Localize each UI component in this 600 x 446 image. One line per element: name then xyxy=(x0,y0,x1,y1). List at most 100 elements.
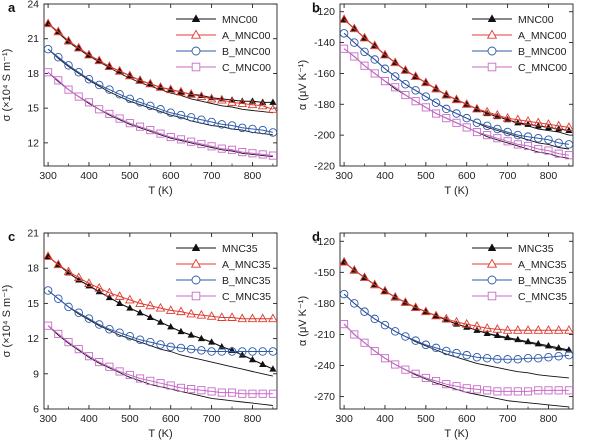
x-tick-label: 500 xyxy=(121,413,139,425)
x-tick-label: 800 xyxy=(540,413,558,425)
legend-label: A_MNC00 xyxy=(518,30,567,42)
data-point xyxy=(125,119,134,128)
data-point xyxy=(441,313,452,323)
panel-label: b xyxy=(312,0,320,15)
data-point xyxy=(187,331,195,338)
legend-label: MNC00 xyxy=(518,14,554,26)
data-point xyxy=(84,49,94,59)
data-point xyxy=(237,98,248,107)
panel-label: c xyxy=(8,229,15,244)
data-point xyxy=(135,75,145,84)
panel-label: a xyxy=(8,0,16,15)
x-tick-label: 800 xyxy=(540,170,558,182)
data-point xyxy=(167,323,175,330)
y-tick-label: -120 xyxy=(314,236,335,248)
chart-panel-a: a 300 400 500 600 700 800 12 15 18 21 24 T (K) σ (×10… xyxy=(1,0,278,197)
data-point xyxy=(565,346,573,353)
data-point xyxy=(104,287,115,297)
x-tick-label: 700 xyxy=(203,413,221,425)
data-point xyxy=(237,313,248,323)
data-point xyxy=(564,350,574,360)
data-point xyxy=(369,40,380,50)
data-point xyxy=(105,362,114,371)
data-point xyxy=(105,293,113,301)
data-point xyxy=(451,316,462,326)
data-point xyxy=(340,44,349,53)
data-point xyxy=(258,125,267,135)
data-point xyxy=(74,308,83,318)
data-point xyxy=(73,272,84,282)
data-point xyxy=(63,266,74,276)
data-point xyxy=(534,144,543,154)
data-point xyxy=(94,320,104,329)
data-point xyxy=(176,383,185,392)
data-point xyxy=(54,76,63,85)
fit-line xyxy=(343,293,569,379)
series-line xyxy=(343,261,569,331)
data-point xyxy=(533,325,544,334)
data-point xyxy=(421,373,430,382)
data-point xyxy=(452,109,461,118)
y-tick-label: -240 xyxy=(314,360,335,372)
data-point xyxy=(95,358,104,367)
data-point xyxy=(247,313,258,323)
data-point xyxy=(227,312,237,321)
data-point xyxy=(544,386,553,395)
series-c-mnc35 xyxy=(340,320,573,396)
data-point xyxy=(442,104,451,114)
data-point xyxy=(390,327,400,336)
data-point xyxy=(360,307,369,316)
data-point xyxy=(350,330,359,339)
data-point xyxy=(166,108,175,118)
data-point xyxy=(166,133,175,142)
data-point xyxy=(208,338,216,345)
data-point xyxy=(339,289,349,299)
data-point xyxy=(176,135,185,144)
data-point xyxy=(145,300,156,310)
data-point xyxy=(63,35,74,45)
data-point xyxy=(206,93,217,103)
data-point xyxy=(390,291,401,301)
data-point xyxy=(227,388,237,397)
series-mnc35 xyxy=(340,258,573,353)
data-point xyxy=(238,389,247,398)
data-point xyxy=(155,82,166,91)
data-point xyxy=(196,91,207,101)
legend-marker xyxy=(487,275,497,285)
data-point xyxy=(125,332,135,341)
legend-label: C_MNC00 xyxy=(518,62,567,74)
legend-label: A_MNC35 xyxy=(518,259,567,271)
data-point xyxy=(155,302,166,312)
data-point xyxy=(238,123,247,133)
legend-label: C_MNC00 xyxy=(222,62,271,74)
data-point xyxy=(227,97,237,106)
data-point xyxy=(503,355,512,364)
data-point xyxy=(114,291,125,300)
legend-label: A_MNC00 xyxy=(222,30,271,42)
data-point xyxy=(482,121,492,131)
y-tick-label: 21 xyxy=(27,33,39,45)
data-point xyxy=(493,331,501,339)
data-point xyxy=(523,387,533,396)
data-point xyxy=(207,387,216,396)
data-point xyxy=(543,325,554,334)
data-point xyxy=(452,118,461,127)
data-point xyxy=(187,137,196,146)
data-point xyxy=(156,379,165,388)
series-a-mnc00 xyxy=(43,18,278,113)
series-b-mnc35 xyxy=(43,286,278,356)
x-tick-label: 300 xyxy=(335,413,353,425)
x-tick-label: 800 xyxy=(244,413,262,425)
data-point xyxy=(370,69,379,78)
data-point xyxy=(339,14,349,23)
data-point xyxy=(472,118,482,128)
y-tick-label: -180 xyxy=(314,99,335,111)
data-point xyxy=(410,71,421,80)
data-point xyxy=(493,387,502,396)
data-point xyxy=(217,347,227,356)
legend-marker xyxy=(487,291,497,301)
series-line xyxy=(47,23,274,110)
data-point xyxy=(43,286,53,295)
data-point xyxy=(176,306,186,316)
